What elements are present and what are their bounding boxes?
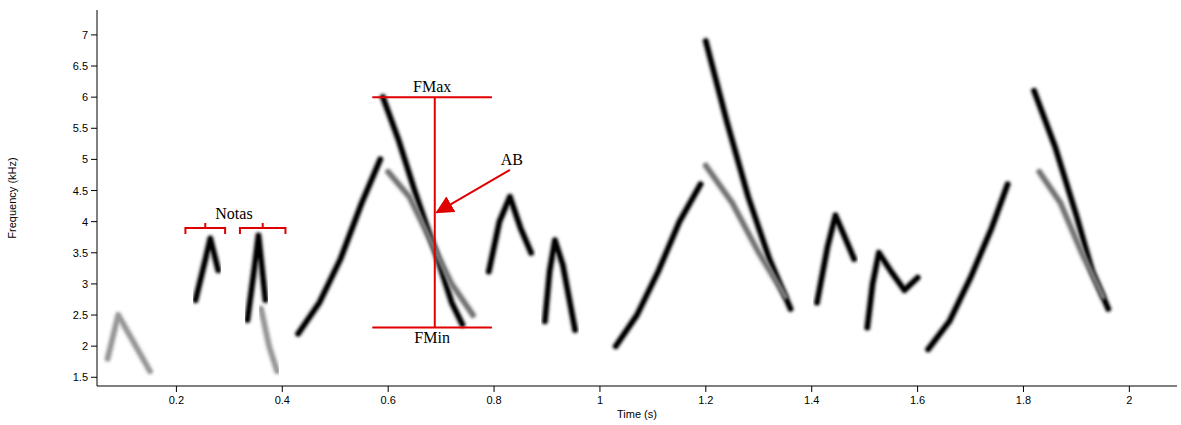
bandwidth-label: AB [501,151,523,168]
fmin-label: FMin [414,329,450,346]
trace [616,184,701,346]
x-tick-label: 1.2 [698,394,713,406]
trace-halo [706,166,785,297]
annotations: Notas FMax FMin AB [185,78,525,346]
trace [545,240,575,330]
trace-halo [489,197,531,272]
x-tick-label: 1 [597,394,603,406]
fmin-line [372,326,492,328]
x-tick [494,386,495,392]
y-axis-title: Frequency (kHz) [6,157,18,238]
x-tick-label: 1.6 [910,394,925,406]
trace-halo [383,97,462,324]
notes-bracket [240,223,286,234]
trace [706,41,791,309]
trace [1034,91,1108,309]
fmax-line [372,96,492,98]
notes-label: Notas [215,205,252,222]
label-ground [410,78,454,95]
y-tick-label: 5 [82,153,88,165]
y-tick [91,97,97,98]
trace-halo [616,184,701,346]
trace [706,166,785,297]
trace [298,159,380,333]
trace-halo [108,315,150,371]
x-tick-label: 0.2 [169,394,184,406]
x-tick [1129,386,1130,392]
x-tick [388,386,389,392]
trace [196,239,219,301]
trace-halo [1034,91,1108,309]
x-tick-label: 1.4 [804,394,819,406]
trace [867,253,917,328]
y-tick-label: 2 [82,340,88,352]
trace [489,197,531,272]
trace [1039,172,1103,297]
trace [388,172,473,315]
x-tick-label: 0.8 [486,394,501,406]
x-tick [599,386,600,392]
y-tick-label: 4 [82,216,88,228]
y-tick [91,377,97,378]
trace [817,215,854,302]
traces [108,41,1109,371]
trace [108,315,150,371]
y-tick [91,346,97,347]
trace [383,97,462,324]
y-tick [91,128,97,129]
x-tick [176,386,177,392]
x-axis [97,386,1177,387]
label-ground [411,329,453,346]
y-tick [91,159,97,160]
x-tick [1023,386,1024,392]
trace-halo [706,41,791,309]
fmax-label: FMax [413,78,451,95]
trace-halo [1039,172,1103,297]
x-tick-label: 1.8 [1016,394,1031,406]
x-tick [811,386,812,392]
y-tick [91,315,97,316]
y-tick-label: 2.5 [73,309,88,321]
trace-halo [545,240,575,330]
y-tick [91,34,97,35]
y-tick [91,190,97,191]
y-tick-label: 6 [82,91,88,103]
bandwidth-arrow [437,170,510,212]
y-tick-label: 5.5 [73,122,88,134]
bandwidth-line [434,97,436,327]
x-tick-label: 0.4 [275,394,290,406]
y-tick [91,221,97,222]
y-tick-label: 4.5 [73,185,88,197]
x-tick [705,386,706,392]
y-tick [91,66,97,67]
notes-bracket [185,223,225,234]
y-tick [91,252,97,253]
trace-halo [298,159,380,333]
x-tick [282,386,283,392]
trace-halo [867,253,917,328]
trace-halo [817,215,854,302]
y-tick-label: 3.5 [73,247,88,259]
x-tick-label: 2 [1126,394,1132,406]
trace [928,184,1007,349]
trace-halo [388,172,473,315]
y-tick [91,283,97,284]
trace-halo [261,309,277,371]
trace [261,309,277,371]
trace-halo [928,184,1007,349]
y-tick-label: 6.5 [73,60,88,72]
x-tick-label: 0.6 [381,394,396,406]
y-tick-label: 1.5 [73,371,88,383]
label-ground [499,151,525,168]
chart: 0.2 0.4 0.6 0.8 1 1.2 1.4 1.6 1.8 2 1.5 2 2.5 3 3.5 4 4.… [0,0,1181,425]
x-tick [917,386,918,392]
y-tick-label: 7 [82,29,88,41]
trace-halo [196,239,219,301]
y-tick-label: 3 [82,278,88,290]
x-axis-title: Time (s) [617,408,657,420]
